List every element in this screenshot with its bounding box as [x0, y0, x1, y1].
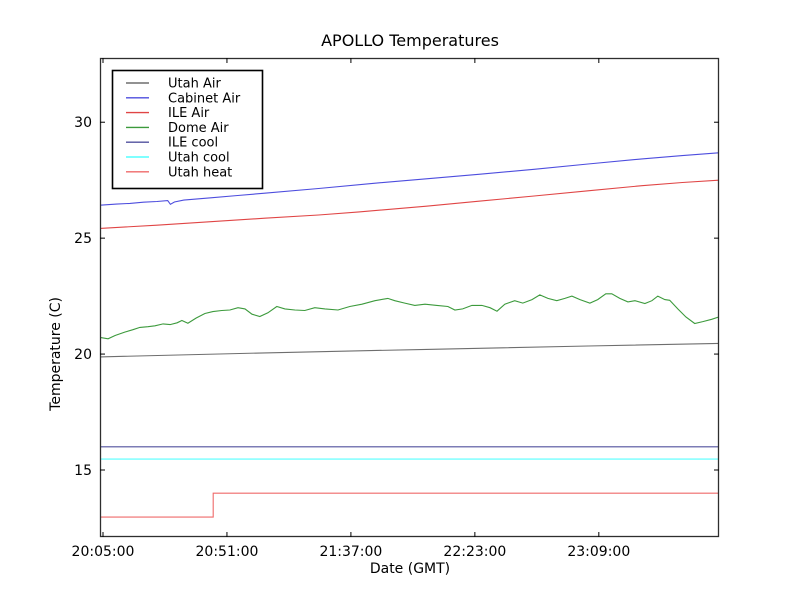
legend-label-utah-heat: Utah heat: [168, 165, 232, 180]
y-tick-label: 30: [74, 115, 92, 131]
x-tick-label: 23:09:00: [567, 544, 630, 560]
legend-label-utah-cool: Utah cool: [168, 151, 230, 166]
axis-ticks: [100, 58, 719, 537]
legend-label-cabinet-air: Cabinet Air: [168, 91, 241, 106]
legend-label-utah-air: Utah Air: [168, 77, 221, 92]
plot-border: [99, 57, 720, 538]
legend-label-dome-air: Dome Air: [168, 121, 229, 136]
x-axis-label: Date (GMT): [369, 561, 451, 577]
legend-box: [111, 69, 264, 190]
y-axis-label-text: Temperature (C): [48, 297, 64, 411]
x-tick-label: 20:51:00: [196, 544, 259, 560]
series-line-utah-air: [100, 342, 719, 358]
tick-labels: 20:05:00 20:51:00 21:37:00 22:23:00 23:09:00…: [72, 115, 631, 560]
y-tick-label: 15: [74, 463, 92, 479]
legend-label-ile-cool: ILE cool: [168, 136, 218, 151]
series-line-dome-air: [100, 293, 719, 340]
series-line-cabinet-air: [100, 152, 719, 206]
x-tick-label: 21:37:00: [319, 544, 382, 560]
series-line-ile-air: [100, 179, 719, 229]
chart-title: APOLLO Temperatures: [321, 31, 499, 50]
series-line-utah-heat: [100, 492, 719, 518]
plot-series: [100, 152, 719, 518]
y-tick-label: 20: [74, 347, 92, 363]
x-tick-label: 22:23:00: [443, 544, 506, 560]
y-tick-label: 25: [74, 231, 92, 247]
x-tick-label: 20:05:00: [72, 544, 135, 560]
legend-label-ile-air: ILE Air: [168, 106, 210, 121]
